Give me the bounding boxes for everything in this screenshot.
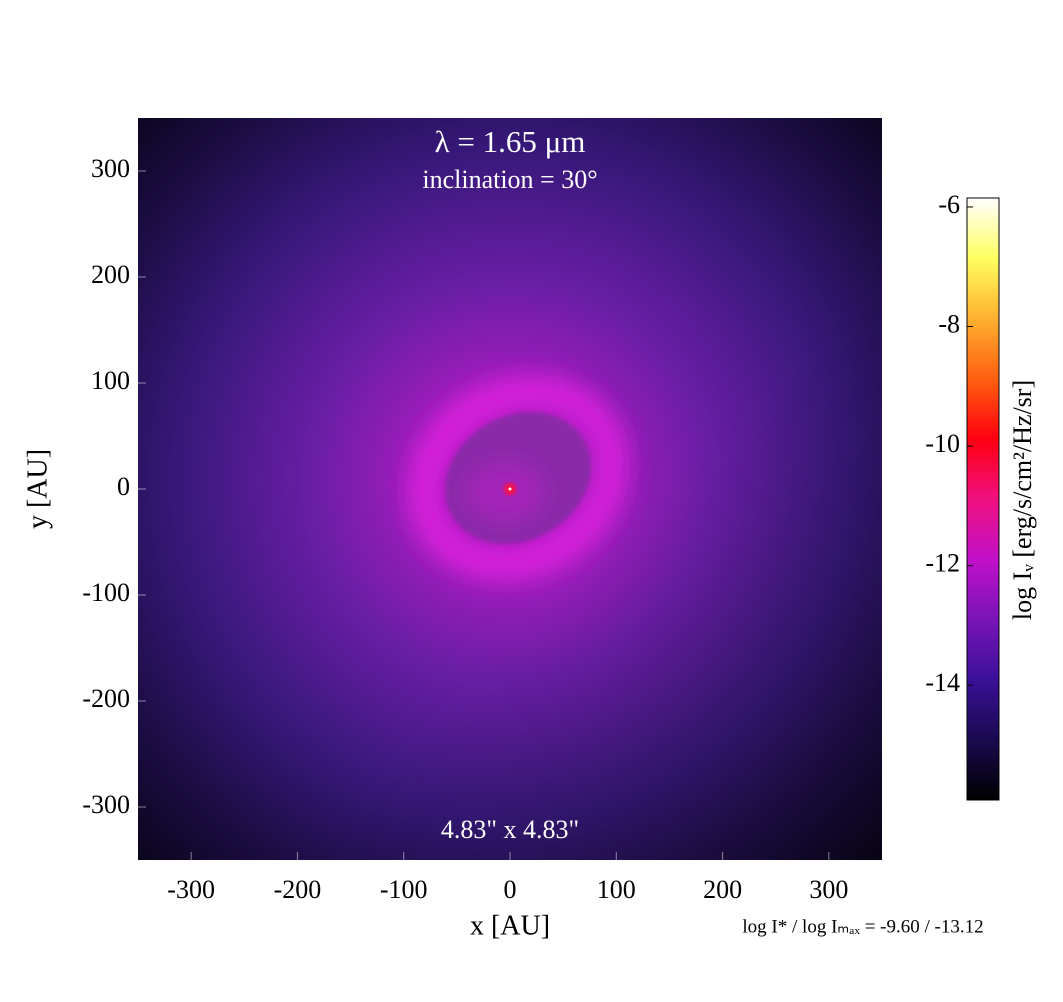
y-tick-label: 100 (91, 366, 130, 395)
y-tick-label: 200 (91, 260, 130, 289)
y-tick-label: -100 (82, 578, 130, 607)
x-tick-label: 200 (703, 875, 742, 904)
colorbar-tick-label: -10 (925, 429, 960, 458)
colorbar (966, 197, 1000, 801)
colorbar-label: log Iᵥ [erg/s/cm²/Hz/sr] (1008, 380, 1037, 620)
x-tick-label: -200 (274, 875, 322, 904)
y-axis-label: y [AU] (22, 449, 53, 529)
title: λ = 1.65 μm (435, 124, 586, 159)
footnote: log I* / log Iₘₐₓ = -9.60 / -13.12 (742, 916, 983, 937)
subtitle: inclination = 30° (422, 165, 597, 194)
annotation: 4.83" x 4.83" (441, 815, 579, 844)
x-tick-label: 300 (809, 875, 848, 904)
y-tick-label: 300 (91, 154, 130, 183)
x-tick-label: 100 (597, 875, 636, 904)
x-tick-label: -300 (167, 875, 215, 904)
x-tick-label: 0 (504, 875, 517, 904)
x-tick-label: -100 (380, 875, 428, 904)
y-tick-label: 0 (117, 472, 130, 501)
image (138, 118, 882, 860)
colorbar-tick-label: -12 (925, 549, 960, 578)
y-tick-label: -300 (82, 790, 130, 819)
colorbar-tick-label: -6 (938, 190, 960, 219)
colorbar-tick-label: -8 (938, 309, 960, 338)
y-tick-label: -200 (82, 684, 130, 713)
x-axis-label: x [AU] (470, 910, 550, 941)
colorbar-tick-label: -14 (925, 668, 960, 697)
